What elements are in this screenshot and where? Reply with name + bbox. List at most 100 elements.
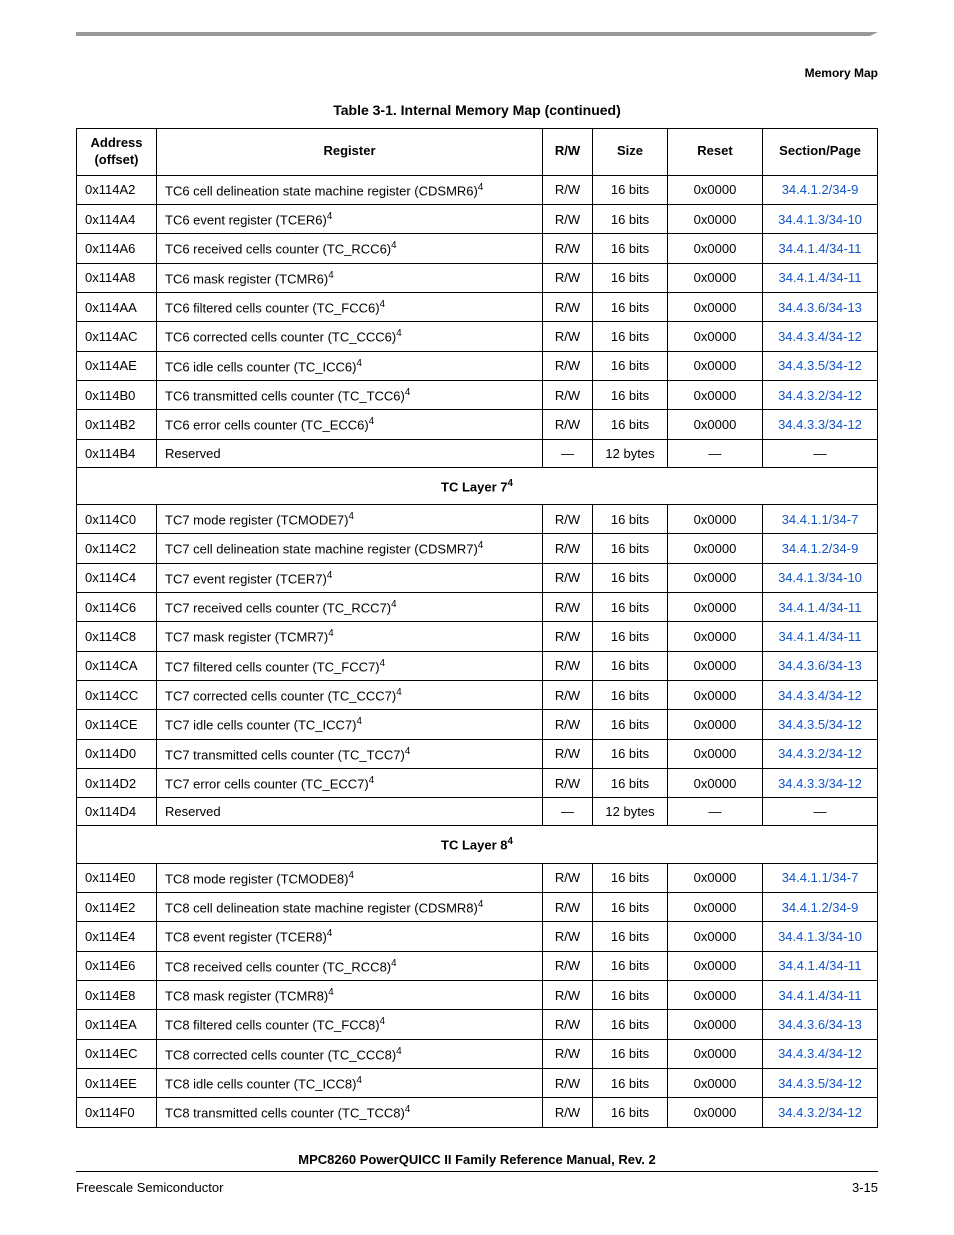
cell-section: 34.4.3.2/34-12 <box>763 739 878 768</box>
cell-address: 0x114EC <box>77 1039 157 1068</box>
cell-address: 0x114E6 <box>77 951 157 980</box>
section-link[interactable]: 34.4.1.4/34-11 <box>779 600 862 615</box>
cell-reset: 0x0000 <box>668 622 763 651</box>
table-header-row: Address(offset) Register R/W Size Reset … <box>77 129 878 176</box>
cell-section: 34.4.3.2/34-12 <box>763 381 878 410</box>
cell-reset: 0x0000 <box>668 863 763 892</box>
section-link[interactable]: 34.4.1.2/34-9 <box>782 182 859 197</box>
cell-size: 16 bits <box>593 922 668 951</box>
section-link[interactable]: 34.4.1.3/34-10 <box>778 570 862 585</box>
footer-vendor: Freescale Semiconductor <box>76 1180 223 1195</box>
memory-map-table: Address(offset) Register R/W Size Reset … <box>76 128 878 1128</box>
cell-section: 34.4.1.2/34-9 <box>763 175 878 204</box>
section-link[interactable]: 34.4.1.4/34-11 <box>779 270 862 285</box>
cell-size: 16 bits <box>593 234 668 263</box>
cell-reset: 0x0000 <box>668 563 763 592</box>
cell-address: 0x114CE <box>77 710 157 739</box>
cell-reset: 0x0000 <box>668 769 763 798</box>
section-link[interactable]: 34.4.1.3/34-10 <box>778 929 862 944</box>
table-row: 0x114A6TC6 received cells counter (TC_RC… <box>77 234 878 263</box>
section-link[interactable]: 34.4.3.5/34-12 <box>778 1076 862 1091</box>
table-section-row: TC Layer 84 <box>77 826 878 863</box>
section-link[interactable]: 34.4.1.2/34-9 <box>782 541 859 556</box>
cell-section: 34.4.3.2/34-12 <box>763 1098 878 1127</box>
cell-size: 16 bits <box>593 593 668 622</box>
table-section-row: TC Layer 74 <box>77 467 878 504</box>
section-link[interactable]: 34.4.3.6/34-13 <box>778 300 862 315</box>
cell-rw: R/W <box>543 234 593 263</box>
section-link[interactable]: 34.4.3.5/34-12 <box>778 717 862 732</box>
cell-rw: R/W <box>543 863 593 892</box>
cell-address: 0x114CC <box>77 681 157 710</box>
cell-address: 0x114F0 <box>77 1098 157 1127</box>
cell-rw: R/W <box>543 175 593 204</box>
cell-register: TC6 cell delineation state machine regis… <box>157 175 543 204</box>
section-link[interactable]: 34.4.1.3/34-10 <box>778 212 862 227</box>
cell-reset: — <box>668 798 763 826</box>
cell-section: — <box>763 798 878 826</box>
cell-register: TC6 corrected cells counter (TC_CCC6)4 <box>157 322 543 351</box>
cell-size: 16 bits <box>593 863 668 892</box>
table-row: 0x114F0TC8 transmitted cells counter (TC… <box>77 1098 878 1127</box>
section-link[interactable]: 34.4.1.4/34-11 <box>779 241 862 256</box>
section-link[interactable]: 34.4.3.3/34-12 <box>778 417 862 432</box>
cell-size: 16 bits <box>593 710 668 739</box>
cell-address: 0x114D2 <box>77 769 157 798</box>
cell-address: 0x114CA <box>77 651 157 680</box>
cell-rw: R/W <box>543 922 593 951</box>
section-link[interactable]: 34.4.1.2/34-9 <box>782 900 859 915</box>
table-row: 0x114CETC7 idle cells counter (TC_ICC7)4… <box>77 710 878 739</box>
cell-size: 16 bits <box>593 175 668 204</box>
cell-size: 16 bits <box>593 651 668 680</box>
cell-rw: — <box>543 439 593 467</box>
section-link[interactable]: 34.4.3.4/34-12 <box>778 329 862 344</box>
section-link[interactable]: 34.4.3.3/34-12 <box>778 776 862 791</box>
cell-reset: 0x0000 <box>668 263 763 292</box>
section-link[interactable]: 34.4.1.4/34-11 <box>779 988 862 1003</box>
section-link[interactable]: 34.4.1.1/34-7 <box>782 870 859 885</box>
section-link[interactable]: 34.4.3.4/34-12 <box>778 1046 862 1061</box>
cell-register: TC8 mask register (TCMR8)4 <box>157 980 543 1009</box>
section-link[interactable]: 34.4.3.5/34-12 <box>778 358 862 373</box>
cell-size: 16 bits <box>593 293 668 322</box>
cell-reset: 0x0000 <box>668 534 763 563</box>
cell-register: TC7 cell delineation state machine regis… <box>157 534 543 563</box>
section-link[interactable]: 34.4.1.4/34-11 <box>779 629 862 644</box>
col-section: Section/Page <box>763 129 878 176</box>
cell-size: 12 bytes <box>593 439 668 467</box>
cell-reset: 0x0000 <box>668 505 763 534</box>
section-link[interactable]: 34.4.1.1/34-7 <box>782 512 859 527</box>
cell-address: 0x114EA <box>77 1010 157 1039</box>
cell-address: 0x114C2 <box>77 534 157 563</box>
table-row: 0x114E0TC8 mode register (TCMODE8)4R/W16… <box>77 863 878 892</box>
section-header-cell: TC Layer 74 <box>77 467 878 504</box>
table-row: 0x114E4TC8 event register (TCER8)4R/W16 … <box>77 922 878 951</box>
cell-address: 0x114C8 <box>77 622 157 651</box>
cell-section: 34.4.3.6/34-13 <box>763 293 878 322</box>
section-link[interactable]: 34.4.3.2/34-12 <box>778 1105 862 1120</box>
cell-reset: 0x0000 <box>668 381 763 410</box>
cell-section: 34.4.1.4/34-11 <box>763 263 878 292</box>
cell-rw: — <box>543 798 593 826</box>
section-link[interactable]: 34.4.1.4/34-11 <box>779 958 862 973</box>
cell-reset: 0x0000 <box>668 710 763 739</box>
cell-section: 34.4.1.3/34-10 <box>763 563 878 592</box>
cell-register: Reserved <box>157 439 543 467</box>
cell-rw: R/W <box>543 263 593 292</box>
cell-rw: R/W <box>543 381 593 410</box>
cell-address: 0x114E8 <box>77 980 157 1009</box>
cell-section: 34.4.1.1/34-7 <box>763 505 878 534</box>
cell-size: 16 bits <box>593 980 668 1009</box>
cell-reset: 0x0000 <box>668 922 763 951</box>
table-row: 0x114EATC8 filtered cells counter (TC_FC… <box>77 1010 878 1039</box>
section-link[interactable]: 34.4.3.4/34-12 <box>778 688 862 703</box>
cell-size: 16 bits <box>593 681 668 710</box>
section-link[interactable]: 34.4.3.6/34-13 <box>778 1017 862 1032</box>
cell-reset: 0x0000 <box>668 1068 763 1097</box>
section-link[interactable]: 34.4.3.6/34-13 <box>778 658 862 673</box>
table-row: 0x114B2TC6 error cells counter (TC_ECC6)… <box>77 410 878 439</box>
section-link[interactable]: 34.4.3.2/34-12 <box>778 746 862 761</box>
section-link[interactable]: 34.4.3.2/34-12 <box>778 388 862 403</box>
cell-reset: 0x0000 <box>668 739 763 768</box>
cell-address: 0x114A8 <box>77 263 157 292</box>
